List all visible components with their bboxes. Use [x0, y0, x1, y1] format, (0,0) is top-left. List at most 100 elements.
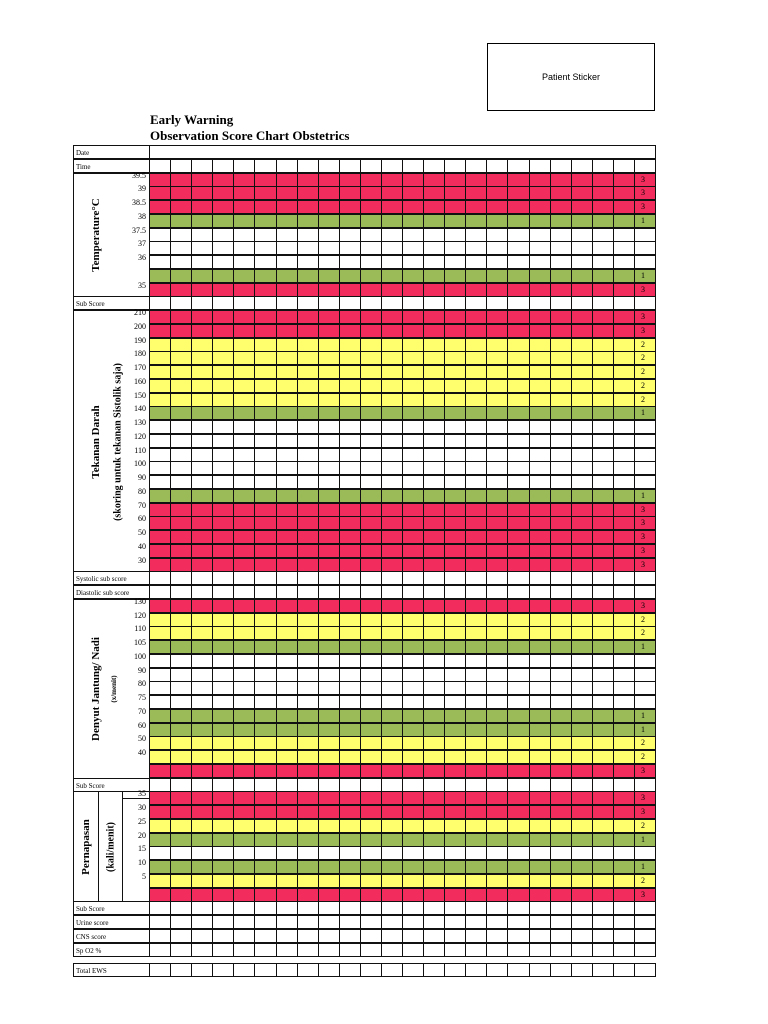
observation-cell[interactable] [591, 282, 614, 297]
observation-cell[interactable] [402, 282, 425, 297]
observation-cell[interactable] [380, 241, 404, 256]
observation-cell[interactable] [212, 626, 235, 641]
observation-cell[interactable] [402, 722, 425, 737]
observation-cell[interactable] [423, 475, 446, 489]
observation-cell[interactable] [296, 832, 319, 847]
observation-cell[interactable] [359, 461, 382, 476]
observation-cell[interactable] [486, 585, 509, 599]
observation-cell[interactable] [338, 268, 361, 283]
observation-cell[interactable] [149, 392, 172, 407]
observation-cell[interactable] [570, 433, 593, 448]
observation-cell[interactable] [570, 777, 593, 792]
observation-cell[interactable] [591, 461, 614, 476]
observation-cell[interactable] [591, 805, 614, 819]
observation-cell[interactable] [486, 928, 509, 943]
observation-cell[interactable] [317, 681, 340, 696]
observation-cell[interactable] [191, 585, 214, 599]
observation-cell[interactable] [359, 873, 382, 888]
observation-cell[interactable] [338, 158, 361, 173]
observation-cell[interactable] [149, 282, 172, 297]
observation-cell[interactable] [570, 805, 593, 819]
observation-cell[interactable] [338, 763, 361, 778]
observation-cell[interactable] [275, 172, 298, 187]
observation-cell[interactable] [444, 791, 467, 806]
observation-cell[interactable] [465, 227, 488, 242]
observation-cell[interactable] [275, 585, 298, 599]
observation-cell[interactable] [486, 530, 509, 544]
observation-cell[interactable] [296, 873, 319, 888]
observation-cell[interactable] [549, 791, 572, 806]
observation-cell[interactable] [549, 681, 572, 696]
observation-cell[interactable] [591, 323, 614, 338]
observation-cell[interactable] [380, 186, 404, 201]
observation-cell[interactable] [380, 585, 404, 599]
observation-cell[interactable] [233, 365, 256, 379]
observation-cell[interactable] [359, 447, 382, 462]
observation-cell[interactable] [149, 530, 172, 544]
observation-cell[interactable] [507, 860, 530, 874]
observation-cell[interactable] [612, 420, 635, 434]
observation-cell[interactable] [486, 502, 509, 517]
observation-cell[interactable] [507, 158, 530, 173]
observation-cell[interactable] [317, 942, 340, 957]
observation-cell[interactable] [591, 557, 614, 572]
observation-cell[interactable] [149, 612, 172, 627]
observation-cell[interactable] [402, 901, 425, 916]
observation-cell[interactable] [465, 585, 488, 599]
observation-cell[interactable] [254, 543, 277, 558]
observation-cell[interactable] [275, 475, 298, 489]
observation-cell[interactable] [570, 750, 593, 764]
observation-cell[interactable] [423, 942, 446, 957]
observation-cell[interactable] [591, 750, 614, 764]
observation-cell[interactable] [528, 392, 551, 407]
observation-cell[interactable] [465, 708, 488, 723]
observation-cell[interactable] [423, 653, 446, 668]
observation-cell[interactable] [254, 860, 277, 874]
observation-cell[interactable] [612, 557, 635, 572]
observation-cell[interactable] [191, 640, 214, 654]
observation-cell[interactable] [338, 186, 361, 201]
observation-cell[interactable] [338, 667, 361, 682]
observation-cell[interactable] [359, 213, 382, 228]
observation-cell[interactable] [254, 963, 277, 978]
observation-cell[interactable] [359, 282, 382, 297]
observation-cell[interactable] [359, 557, 382, 572]
observation-cell[interactable] [233, 461, 256, 476]
observation-cell[interactable] [486, 241, 509, 256]
observation-cell[interactable] [570, 695, 593, 709]
observation-cell[interactable] [486, 763, 509, 778]
observation-cell[interactable] [338, 791, 361, 806]
observation-cell[interactable] [359, 846, 382, 861]
observation-cell[interactable] [359, 296, 382, 311]
observation-cell[interactable] [612, 915, 635, 929]
observation-cell[interactable] [444, 310, 467, 324]
observation-cell[interactable] [612, 681, 635, 696]
observation-cell[interactable] [170, 488, 193, 503]
observation-cell[interactable] [423, 186, 446, 201]
observation-cell[interactable] [296, 928, 319, 943]
observation-cell[interactable] [233, 750, 256, 764]
observation-cell[interactable] [570, 585, 593, 599]
observation-cell[interactable] [296, 378, 319, 393]
observation-cell[interactable] [444, 763, 467, 778]
observation-cell[interactable] [486, 516, 509, 531]
observation-cell[interactable] [591, 200, 614, 214]
observation-cell[interactable] [170, 791, 193, 806]
observation-cell[interactable] [528, 626, 551, 641]
observation-cell[interactable] [380, 365, 404, 379]
observation-cell[interactable] [233, 530, 256, 544]
observation-cell[interactable] [380, 310, 404, 324]
observation-cell[interactable] [570, 887, 593, 902]
observation-cell[interactable] [549, 310, 572, 324]
observation-cell[interactable] [528, 653, 551, 668]
observation-cell[interactable] [423, 736, 446, 751]
observation-cell[interactable] [549, 598, 572, 613]
observation-cell[interactable] [254, 598, 277, 613]
observation-cell[interactable] [233, 172, 256, 187]
observation-cell[interactable] [212, 268, 235, 283]
observation-cell[interactable] [486, 846, 509, 861]
observation-cell[interactable] [486, 227, 509, 242]
observation-cell[interactable] [275, 750, 298, 764]
observation-cell[interactable] [465, 598, 488, 613]
observation-cell[interactable] [170, 901, 193, 916]
